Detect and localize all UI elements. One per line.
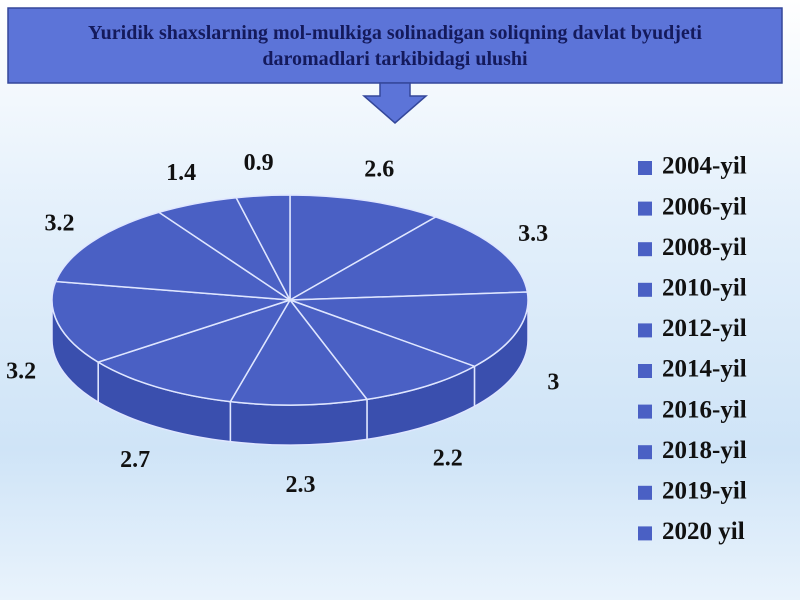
legend-swatch bbox=[638, 445, 652, 460]
legend-swatch bbox=[638, 364, 652, 378]
legend-swatch bbox=[638, 282, 652, 297]
data-label: 3.2 bbox=[6, 359, 36, 385]
legend-swatch bbox=[638, 161, 652, 175]
slice bbox=[229, 298, 369, 406]
legend-label: 2004-yil bbox=[662, 153, 747, 180]
legend-label: 2008-yil bbox=[662, 234, 747, 261]
legend-swatch bbox=[638, 201, 652, 216]
slice bbox=[54, 211, 293, 301]
title-wrap: Yuridik shaxslarning mol-mulkiga solinad… bbox=[88, 22, 702, 70]
legend-label: 2014-yil bbox=[662, 356, 747, 383]
slice bbox=[289, 291, 529, 368]
legend-label: 2012-yil bbox=[662, 315, 747, 342]
data-label: 3.2 bbox=[44, 210, 74, 236]
legend-label: 2016-yil bbox=[662, 396, 747, 423]
slice bbox=[96, 298, 292, 403]
pie: 2.6 3.3 3 2.2 2.3 2.7 3.2 3.2 1.4 0.9 bbox=[6, 150, 559, 498]
data-label: 3 bbox=[547, 369, 559, 395]
slice bbox=[51, 280, 291, 363]
chart-title: Yuridik shaxslarning mol-mulkiga solinad… bbox=[88, 22, 702, 70]
data-label: 2.6 bbox=[364, 156, 394, 182]
legend-swatch bbox=[638, 526, 652, 541]
data-label: 3.3 bbox=[518, 221, 548, 247]
data-label: 2.2 bbox=[433, 446, 463, 472]
slice bbox=[235, 194, 291, 301]
data-label: 1.4 bbox=[166, 160, 196, 186]
legend-label: 2006-yil bbox=[662, 193, 747, 220]
slice bbox=[289, 194, 438, 302]
legend-label: 2018-yil bbox=[662, 437, 747, 464]
legend-swatch bbox=[638, 485, 652, 500]
slice bbox=[289, 216, 529, 301]
legend-swatch bbox=[638, 242, 652, 257]
legend-label: 2010-yil bbox=[662, 275, 747, 302]
data-label: 0.9 bbox=[244, 150, 274, 176]
legend-label: 2019-yil bbox=[662, 478, 747, 505]
legend-label: 2020 yil bbox=[662, 518, 745, 545]
data-label: 2.3 bbox=[285, 472, 315, 498]
title-arrow bbox=[361, 82, 429, 124]
title-box bbox=[7, 7, 783, 84]
data-label: 2.7 bbox=[120, 447, 150, 473]
legend-swatch bbox=[638, 323, 652, 338]
legend-swatch bbox=[638, 404, 652, 419]
slice-side bbox=[229, 398, 368, 446]
slice bbox=[287, 298, 477, 401]
legend: 2004-yil 2006-yil 2008-yil 2010-yil 2012-yil… bbox=[638, 153, 747, 545]
